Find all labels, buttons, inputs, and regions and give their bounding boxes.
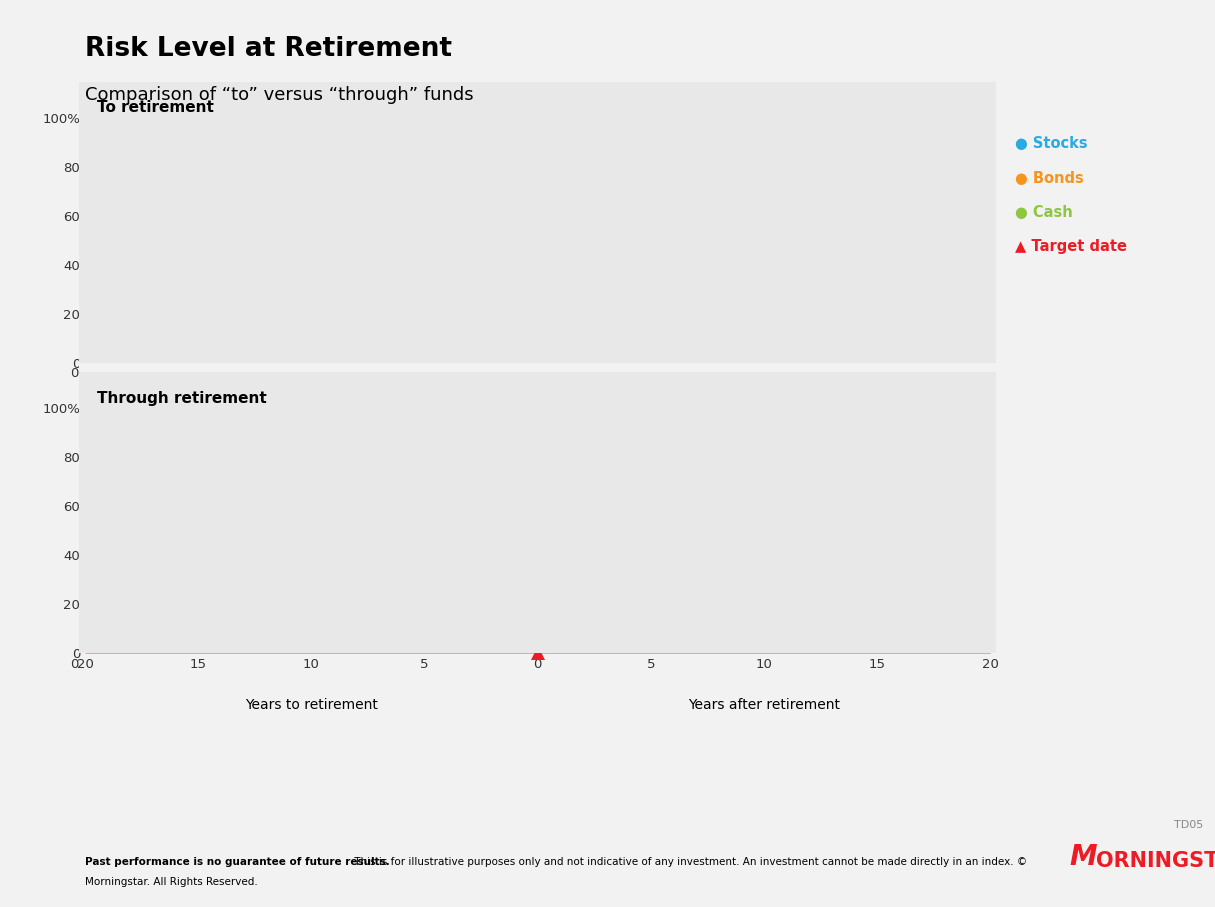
Text: 40%: 40% bbox=[341, 221, 372, 235]
Text: TD05: TD05 bbox=[1174, 820, 1203, 830]
Text: 70%: 70% bbox=[590, 229, 621, 242]
Text: Risk Level at Retirement: Risk Level at Retirement bbox=[85, 36, 452, 63]
Text: 10%: 10% bbox=[115, 409, 146, 422]
Text: 80%: 80% bbox=[115, 258, 146, 271]
Text: ORNINGSTAR: ORNINGSTAR bbox=[1096, 851, 1215, 871]
Text: ● Bonds: ● Bonds bbox=[1015, 171, 1084, 186]
Text: 10%: 10% bbox=[590, 123, 621, 137]
Text: Morningstar. All Rights Reserved.: Morningstar. All Rights Reserved. bbox=[85, 877, 258, 887]
Text: This is for illustrative purposes only and not indicative of any investment. An : This is for illustrative purposes only a… bbox=[351, 857, 1028, 867]
Text: ● Cash: ● Cash bbox=[1015, 205, 1073, 220]
Text: 90%: 90% bbox=[115, 536, 146, 550]
Text: Comparison of “to” versus “through” funds: Comparison of “to” versus “through” fund… bbox=[85, 86, 474, 104]
Text: Years to retirement: Years to retirement bbox=[245, 698, 378, 712]
Text: 60%: 60% bbox=[341, 172, 372, 186]
Text: To retirement: To retirement bbox=[97, 101, 214, 115]
Text: M: M bbox=[1069, 843, 1097, 871]
Text: 50%: 50% bbox=[477, 585, 508, 599]
Text: Past performance is no guarantee of future results.: Past performance is no guarantee of futu… bbox=[85, 857, 390, 867]
Text: 20%: 20% bbox=[590, 332, 621, 345]
Text: 0: 0 bbox=[70, 367, 79, 380]
Text: 70%: 70% bbox=[908, 536, 937, 550]
Text: 20%: 20% bbox=[115, 136, 146, 149]
Text: Through retirement: Through retirement bbox=[97, 391, 267, 405]
Text: 50%: 50% bbox=[477, 463, 508, 476]
Text: 10%: 10% bbox=[908, 414, 937, 427]
Text: 20%: 20% bbox=[908, 622, 937, 635]
Text: 0: 0 bbox=[70, 658, 79, 670]
Text: ▲ Target date: ▲ Target date bbox=[1015, 239, 1126, 255]
Text: ● Stocks: ● Stocks bbox=[1015, 136, 1087, 151]
Text: Years after retirement: Years after retirement bbox=[688, 698, 840, 712]
